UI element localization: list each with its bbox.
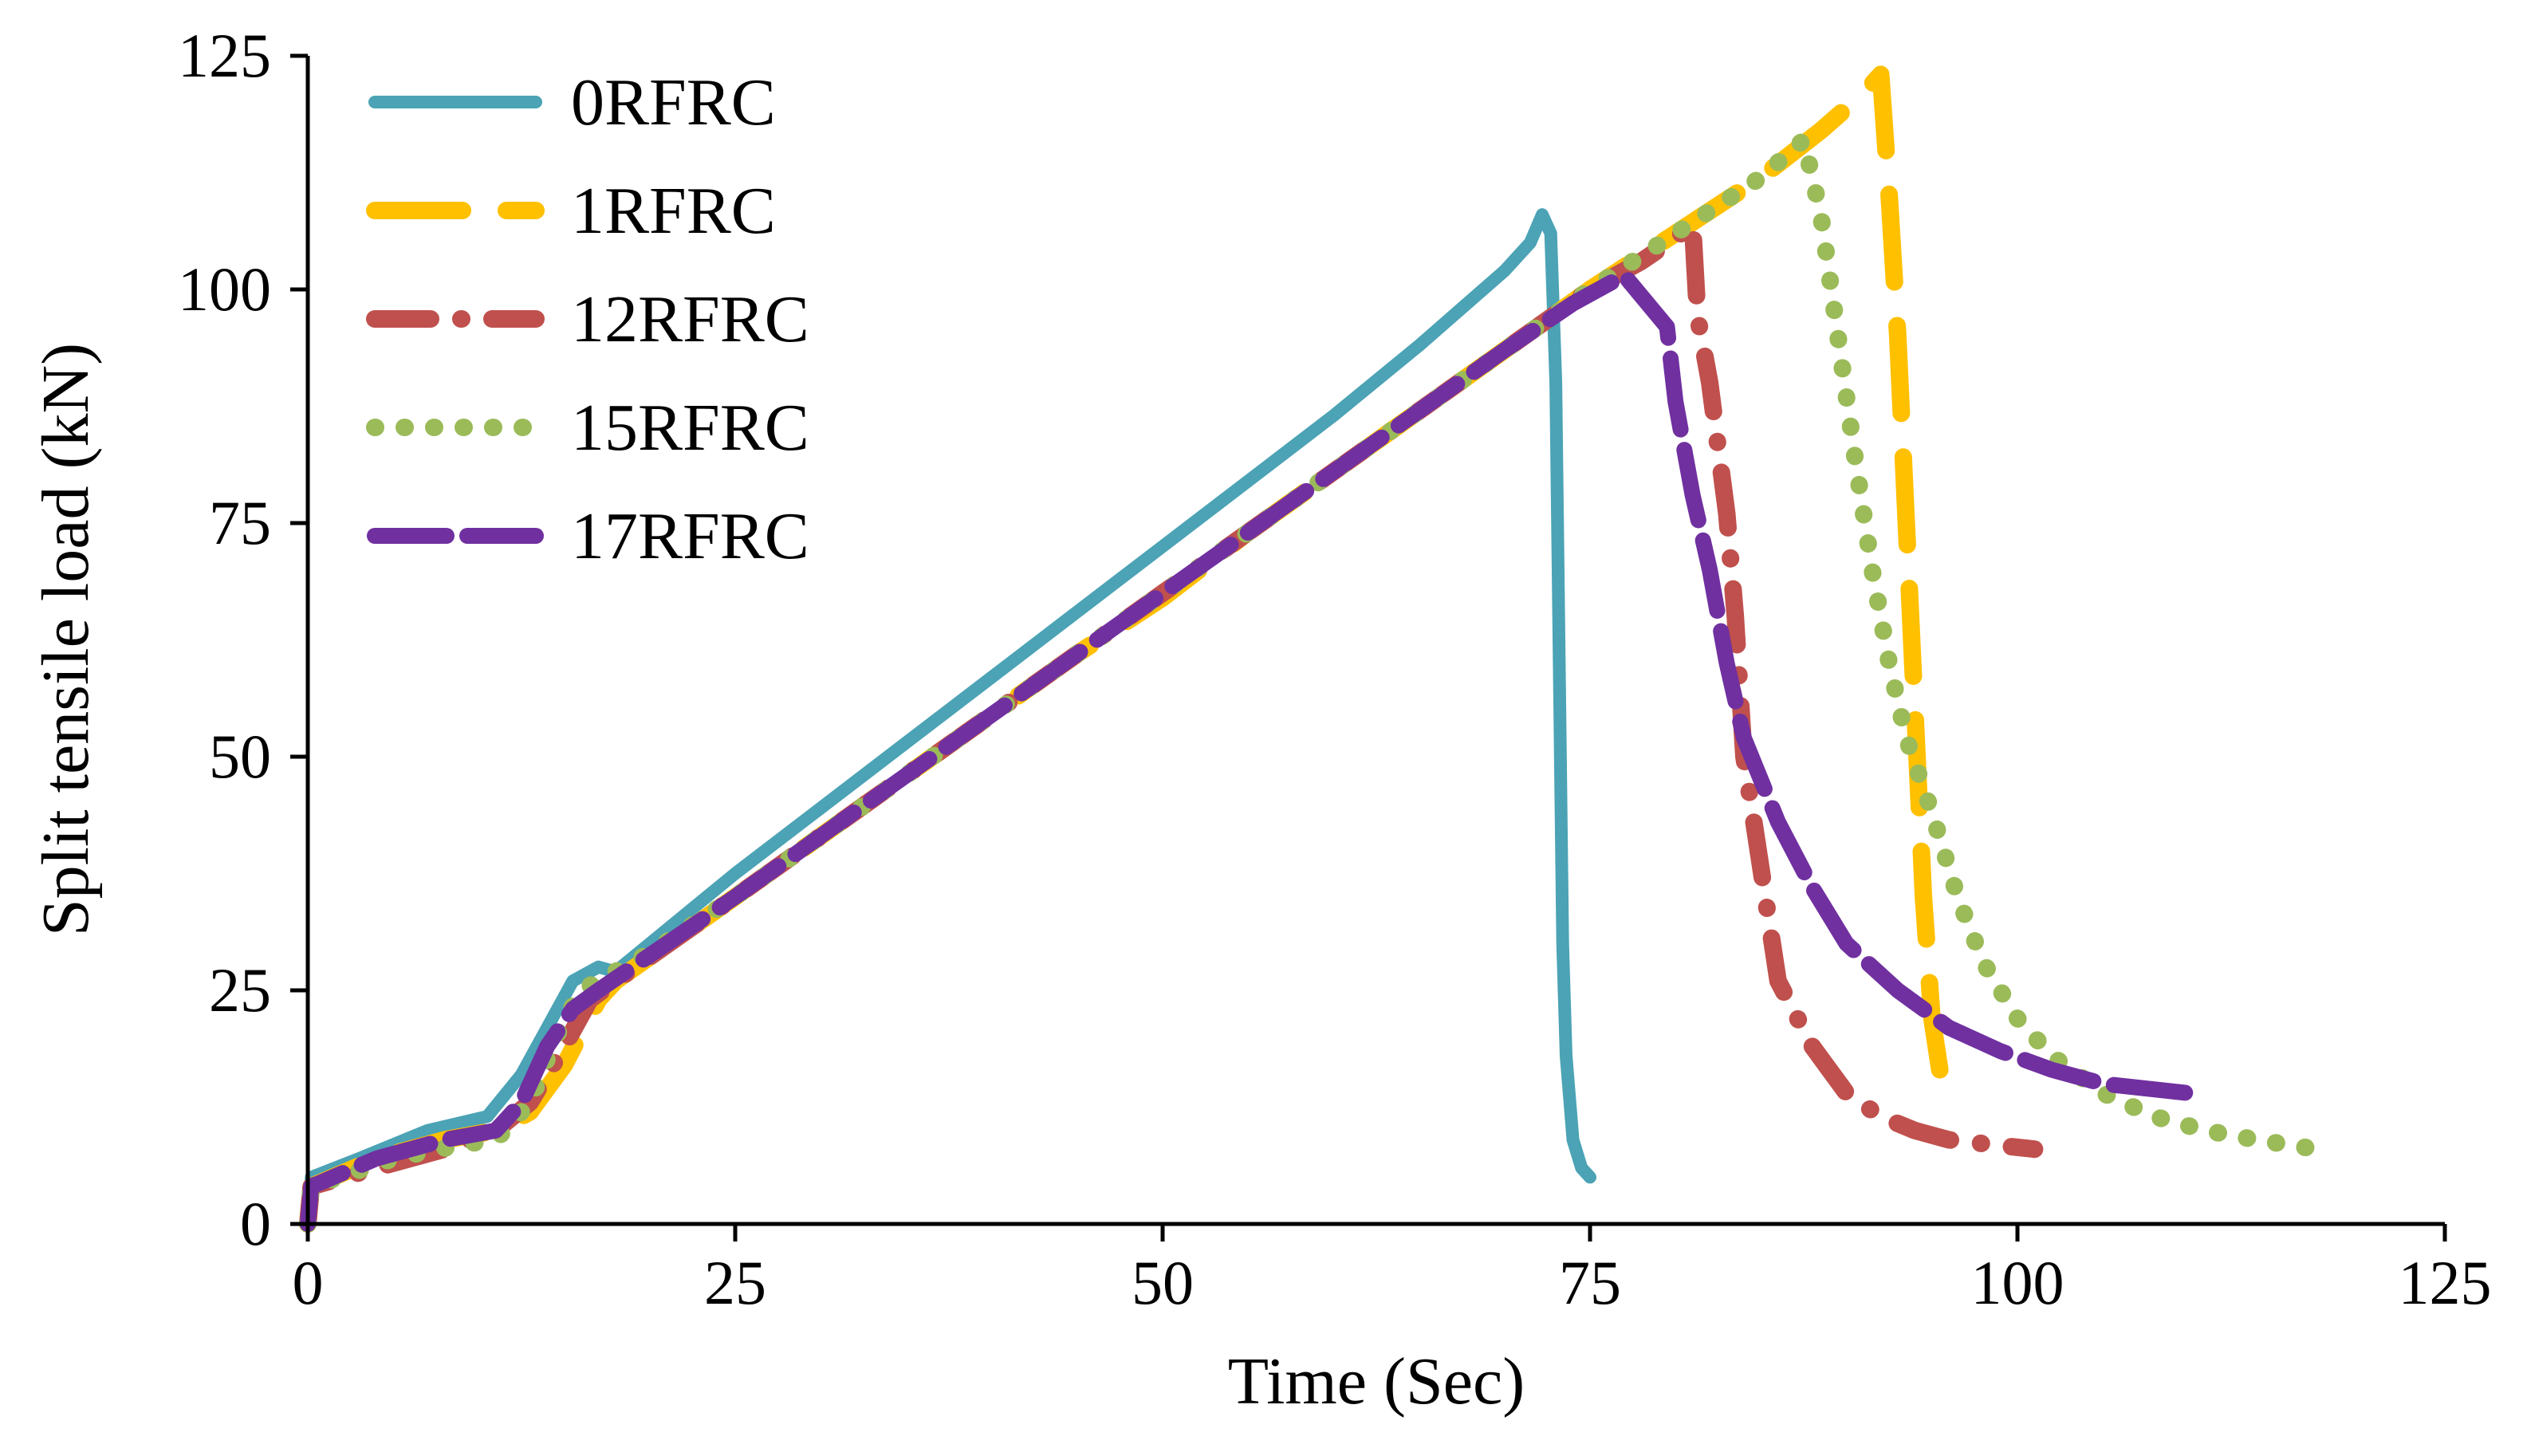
series-line-17rfrc — [300, 267, 2197, 1232]
legend-label-1rfrc: 1RFRC — [571, 174, 776, 248]
y-tick-label: 100 — [178, 254, 271, 324]
y-axis-title: Split tensile load (kN) — [29, 343, 103, 936]
y-tick-label: 50 — [209, 722, 271, 791]
x-tick-label: 75 — [1559, 1248, 1621, 1317]
x-tick-label: 0 — [293, 1248, 324, 1317]
legend-label-15rfrc: 15RFRC — [571, 391, 809, 465]
axes-layer — [305, 56, 2445, 1226]
legend-label-17rfrc: 17RFRC — [571, 499, 809, 573]
legend-label-0rfrc: 0RFRC — [571, 65, 776, 140]
y-tick-label: 75 — [209, 488, 271, 557]
x-tick-label: 100 — [1971, 1248, 2064, 1317]
y-tick-label: 125 — [178, 21, 271, 90]
y-tick-label: 0 — [240, 1189, 271, 1258]
series-line-0rfrc — [301, 208, 1596, 1230]
x-tick-label: 125 — [2399, 1248, 2492, 1317]
ticks-layer: 0 25 50 75 100 125 0 25 50 75 100 125 — [178, 21, 2492, 1317]
x-tick-label: 50 — [1132, 1248, 1194, 1317]
legend-label-12rfrc: 12RFRC — [571, 282, 809, 356]
x-tick-label: 25 — [704, 1248, 766, 1317]
x-axis-title: Time (Sec) — [1228, 1344, 1525, 1419]
legend: 0RFRC 1RFRC 12RFRC 15RFRC 17RFRC — [366, 65, 809, 573]
series-layer — [299, 65, 2326, 1233]
y-tick-label: 25 — [209, 955, 271, 1025]
